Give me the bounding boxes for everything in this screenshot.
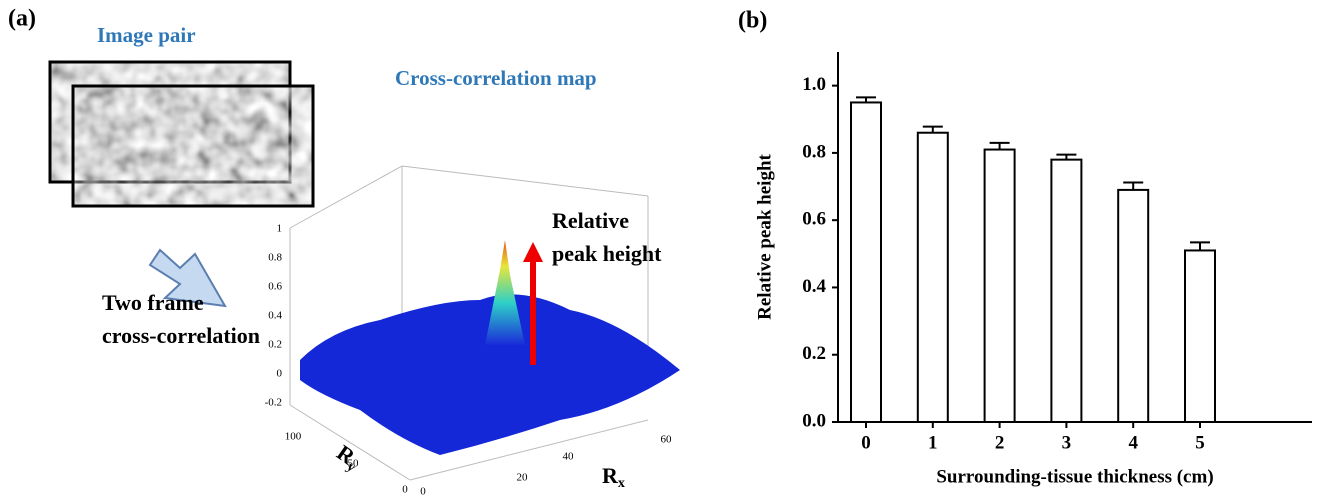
bar [916,131,949,424]
y-tick-label: 0.4 [802,276,826,297]
axis-label: Ry [330,440,365,476]
bar-chart: 0.0 0.2 0.4 0.6 0.8 1.0 0 1 2 3 4 5 [802,52,1312,453]
y-tick-label: 0.2 [802,343,826,364]
y-tick-label: 50 [348,458,360,470]
x-axis-label: Surrounding-tissue thickness (cm) [936,466,1213,487]
z-tick-label: 1 [277,223,283,235]
x-tick-label: 2 [995,432,1005,453]
bar [1050,158,1083,424]
y-axis-label: Relative peak height [754,153,775,319]
z-tick-label: 0.4 [268,310,282,322]
y-tick-label: 0.6 [802,209,826,230]
x-tick-label: 0 [420,486,426,498]
peak [485,240,525,345]
z-tick-label: 0.2 [268,339,282,351]
bar [1184,249,1216,423]
bar [850,101,882,423]
bar [1117,188,1150,423]
y-tick-label: 1.0 [802,74,826,95]
arrow [148,248,227,308]
peak-text: Relative [552,208,629,233]
x-tick-label: 3 [1062,432,1072,453]
x-tick-label: 60 [661,434,673,446]
x-tick-label: 1 [928,432,938,453]
image [73,86,313,206]
x-tick-label: 5 [1195,432,1205,453]
peak-arrow-head [523,242,543,262]
y-tick-label: 0.8 [802,141,826,162]
image-pair-title: Image pair [97,23,196,47]
map-title: Cross-correlation map [395,66,597,90]
axis-label-base: R [602,463,619,488]
panel-label: (b) [738,8,767,34]
z-tick-label: 0.8 [268,252,282,264]
peak-text: peak height [552,241,662,266]
z-tick-label: -0.2 [265,397,282,409]
bar [983,148,1016,424]
axis-label-sub: x [618,476,625,491]
y-tick-label: 0.0 [802,410,826,431]
panel-label: (a) [8,6,36,32]
image-frame [71,84,315,208]
y-tick-label: 0 [402,484,408,496]
arrow-text: Two frame [102,290,204,315]
x-tick-label: 0 [861,432,871,453]
z-tick-label: 0 [277,368,283,380]
y-tick-label: 100 [285,431,302,443]
z-tick-label: 0.6 [268,281,282,293]
x-tick-label: 20 [517,472,529,484]
surface [300,294,680,455]
x-tick-label: 40 [563,451,575,463]
x-tick-label: 4 [1128,432,1138,453]
arrow-text: cross-correlation [102,323,260,348]
axis-label: Rx [602,463,625,491]
